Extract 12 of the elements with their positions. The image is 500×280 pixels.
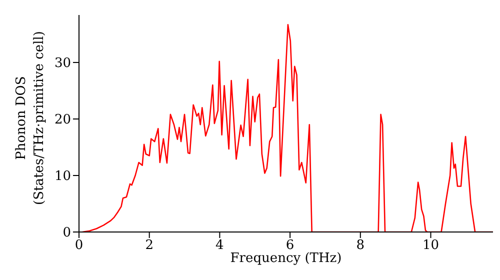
- x-axis-title: Frequency (THz): [230, 251, 342, 266]
- x-tick-label: 4: [216, 238, 224, 254]
- y-tick-label: 10: [54, 169, 71, 184]
- y-axis-title: Phonon DOS (States/THz·primitive cell): [14, 30, 47, 206]
- y-tick-label: 0: [62, 226, 71, 241]
- x-tick-label: 2: [145, 238, 154, 254]
- x-tick-label: 8: [356, 238, 365, 254]
- y-tick-label: 20: [54, 112, 71, 128]
- x-tick-label: 6: [286, 238, 294, 254]
- y-tick-label: 30: [54, 56, 71, 72]
- x-tick-label: 10: [422, 238, 440, 254]
- x-tick-label: 0: [74, 238, 84, 254]
